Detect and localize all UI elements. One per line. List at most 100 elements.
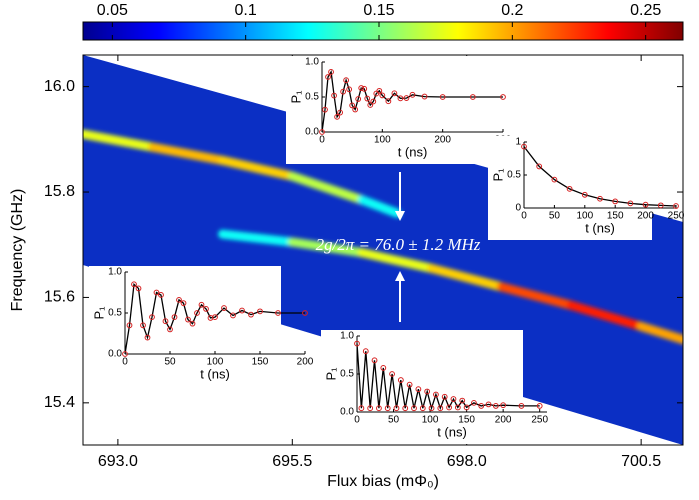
data-point	[376, 87, 383, 94]
data-point	[469, 94, 476, 100]
x-tick-label: 100	[374, 135, 391, 146]
ridge-segment	[427, 263, 507, 292]
data-point	[334, 113, 340, 120]
data-point	[322, 106, 328, 113]
data-point	[185, 316, 191, 323]
data-point	[340, 88, 347, 95]
data-point	[370, 98, 377, 105]
y-axis-label: P₁	[288, 90, 303, 104]
x-tick-label: 150	[607, 211, 624, 222]
data-point	[433, 391, 439, 398]
data-point	[221, 305, 227, 311]
data-point	[391, 90, 398, 97]
data-point	[230, 312, 236, 319]
x-tick-label: 100	[422, 415, 439, 426]
heatmap-region	[83, 55, 683, 445]
x-tick-label: 695.5	[272, 453, 312, 470]
ridge-segment	[148, 142, 228, 165]
data-point	[454, 404, 461, 411]
data-point	[421, 93, 428, 100]
ridge-segment	[287, 171, 367, 205]
data-point	[358, 405, 365, 412]
data-point	[135, 285, 142, 292]
data-point	[411, 405, 417, 412]
x-tick-label: 50	[388, 415, 400, 426]
data-point	[198, 301, 205, 308]
x-tick-label: 250	[668, 211, 685, 222]
data-point	[409, 91, 416, 98]
x-tick-label: 0	[521, 211, 527, 222]
ridge-segment	[497, 282, 576, 310]
data-point	[180, 300, 187, 307]
data-point	[367, 405, 374, 412]
data-point	[162, 318, 169, 325]
data-point	[189, 320, 196, 327]
data-point	[657, 202, 664, 209]
data-point	[500, 94, 506, 100]
inset-background	[89, 266, 281, 386]
data-point	[379, 92, 386, 99]
data-point	[376, 405, 382, 412]
data-point	[415, 386, 422, 393]
x-axis-label: t (ns)	[437, 424, 467, 439]
data-point	[551, 176, 558, 183]
y-tick-label: 1.0	[108, 267, 122, 278]
data-point	[406, 381, 413, 388]
data-point	[485, 401, 492, 408]
data-point	[518, 403, 525, 409]
data-point	[153, 289, 160, 296]
data-point	[364, 95, 371, 102]
data-point	[389, 371, 395, 377]
data-point	[397, 377, 404, 383]
data-point	[257, 308, 263, 315]
ridge-segment	[636, 321, 683, 345]
data-point	[158, 292, 164, 298]
y-tick-label: 1.0	[340, 331, 354, 342]
data-point	[492, 403, 499, 409]
data-point	[140, 322, 146, 329]
ridge-segment	[357, 195, 402, 218]
data-point	[126, 322, 133, 329]
data-point	[275, 310, 281, 316]
y-tick-label: 0.5	[507, 170, 521, 181]
ridge-segment	[287, 237, 367, 258]
data-point	[319, 129, 325, 135]
data-point	[446, 404, 452, 411]
inset-background	[321, 330, 523, 444]
x-axis-label: t (ns)	[585, 220, 615, 235]
y-tick-label: 0.5	[305, 92, 319, 103]
data-point	[597, 195, 603, 202]
data-point	[122, 351, 128, 357]
ridge-segment	[218, 229, 297, 247]
data-point	[536, 163, 543, 170]
data-point	[397, 95, 404, 102]
plot-frame	[82, 54, 684, 446]
data-point	[536, 403, 543, 409]
data-point	[367, 102, 374, 108]
y-tick-label: 0.0	[340, 407, 354, 418]
x-tick-label: 200	[297, 357, 314, 368]
data-point	[355, 96, 362, 102]
data-point	[380, 365, 387, 371]
x-tick-label: 250	[531, 415, 548, 426]
data-point	[167, 326, 173, 333]
data-point	[212, 314, 218, 321]
data-point	[144, 334, 151, 341]
x-tick-label: 0	[319, 135, 325, 146]
inset-background	[286, 56, 479, 164]
y-tick-label: 1	[515, 137, 521, 148]
y-tick-label: 15.6	[44, 289, 75, 306]
colorbar-tick-label: 0.25	[630, 2, 661, 19]
data-point	[203, 306, 209, 312]
data-point	[171, 314, 178, 321]
ridge-segment	[357, 248, 437, 273]
y-axis-label: P₁	[323, 367, 338, 381]
data-point	[673, 203, 679, 209]
data-point	[384, 405, 391, 412]
data-point	[459, 397, 466, 404]
x-tick-label: 200	[434, 135, 451, 146]
ridge-segment	[83, 129, 158, 152]
y-tick-label: 1.0	[305, 57, 319, 68]
data-point	[248, 311, 254, 318]
